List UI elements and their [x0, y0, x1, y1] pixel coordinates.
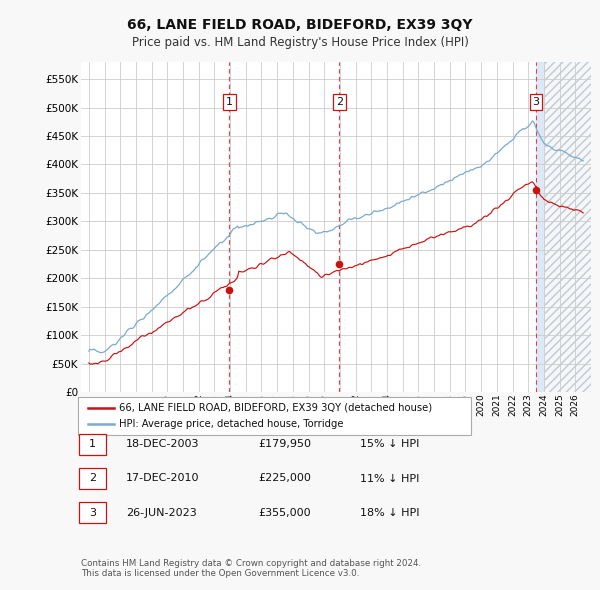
- Bar: [545, 62, 591, 392]
- Bar: [545, 62, 591, 392]
- Text: £179,950: £179,950: [258, 440, 311, 449]
- Text: Price paid vs. HM Land Registry's House Price Index (HPI): Price paid vs. HM Land Registry's House …: [131, 36, 469, 49]
- Text: 66, LANE FIELD ROAD, BIDEFORD, EX39 3QY (detached house): 66, LANE FIELD ROAD, BIDEFORD, EX39 3QY …: [119, 403, 432, 412]
- Bar: [536, 62, 545, 392]
- Text: 2: 2: [336, 97, 343, 107]
- Text: 66, LANE FIELD ROAD, BIDEFORD, EX39 3QY: 66, LANE FIELD ROAD, BIDEFORD, EX39 3QY: [127, 18, 473, 32]
- Text: 11% ↓ HPI: 11% ↓ HPI: [360, 474, 419, 483]
- Text: 15% ↓ HPI: 15% ↓ HPI: [360, 440, 419, 449]
- Text: 18-DEC-2003: 18-DEC-2003: [126, 440, 199, 449]
- Text: This data is licensed under the Open Government Licence v3.0.: This data is licensed under the Open Gov…: [81, 569, 359, 578]
- Text: 1: 1: [226, 97, 233, 107]
- Text: 3: 3: [532, 97, 539, 107]
- Text: HPI: Average price, detached house, Torridge: HPI: Average price, detached house, Torr…: [119, 419, 343, 429]
- Text: 1: 1: [89, 440, 96, 449]
- Text: 18% ↓ HPI: 18% ↓ HPI: [360, 508, 419, 517]
- Text: 26-JUN-2023: 26-JUN-2023: [126, 508, 197, 517]
- Text: Contains HM Land Registry data © Crown copyright and database right 2024.: Contains HM Land Registry data © Crown c…: [81, 559, 421, 568]
- Text: 2: 2: [89, 474, 96, 483]
- Text: 17-DEC-2010: 17-DEC-2010: [126, 474, 199, 483]
- Text: £225,000: £225,000: [258, 474, 311, 483]
- Text: £355,000: £355,000: [258, 508, 311, 517]
- Text: 3: 3: [89, 508, 96, 517]
